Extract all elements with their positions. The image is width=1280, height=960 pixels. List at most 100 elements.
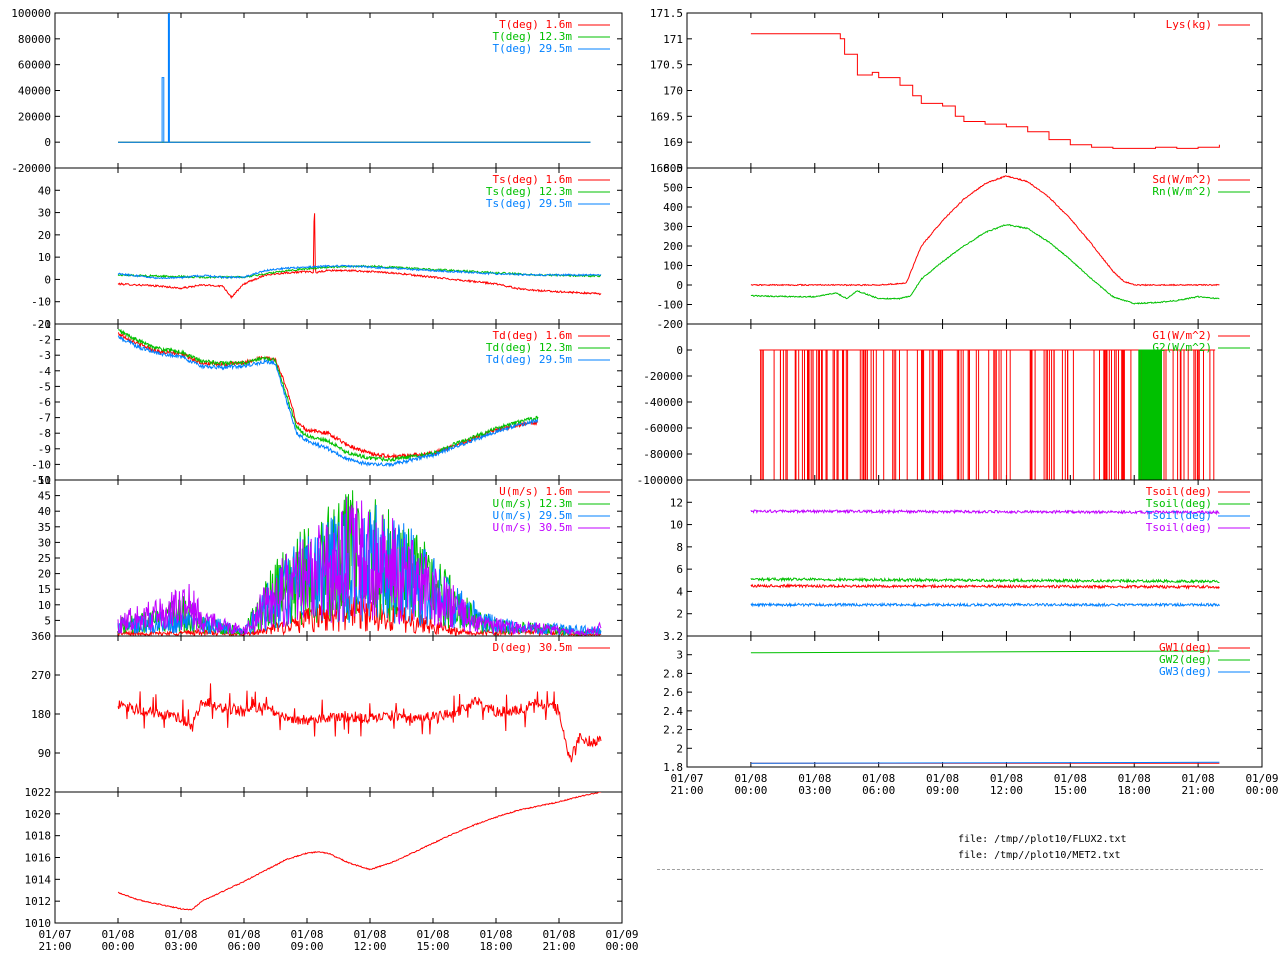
y-tick-label: 20 — [38, 568, 51, 581]
x-tick-time: 21:00 — [542, 940, 575, 953]
file-flux: file: /tmp//plot10/FLUX2.txt — [958, 834, 1127, 845]
file-met: file: /tmp//plot10/MET2.txt — [958, 850, 1121, 861]
series-line — [117, 328, 539, 463]
x-tick-time: 18:00 — [1118, 784, 1151, 797]
panel-lys: 168.5 169 169.5 170 170.5 171 171.5 Lys(kg) — [650, 7, 1263, 175]
y-tick-label: -5 — [38, 380, 51, 393]
y-tick-label: 12 — [670, 496, 683, 509]
series-line — [750, 223, 1220, 305]
x-tick-time: 06:00 — [862, 784, 895, 797]
series-line — [117, 264, 602, 280]
y-tick-label: -40000 — [643, 396, 683, 409]
file-list: file: /tmp//plot10/FLUX2.txt file: /tmp/… — [958, 832, 1127, 864]
y-tick-label: 1022 — [25, 786, 52, 799]
x-tick-date: 01/08 — [227, 928, 260, 941]
legend-label: Tsoil(deg) — [1146, 521, 1212, 534]
legend-label: Td(deg) 1.6m — [493, 329, 573, 342]
series-line — [117, 335, 539, 468]
y-tick-label: 2.6 — [663, 686, 683, 699]
legend-label: T(deg) 12.3m — [493, 30, 573, 43]
legend-label: G2(W/m^2) — [1152, 341, 1212, 354]
series-line — [1138, 350, 1162, 480]
y-tick-label: 100000 — [11, 7, 51, 20]
series-line — [750, 576, 1220, 584]
y-tick-label: -60000 — [643, 422, 683, 435]
x-tick-time: 15:00 — [416, 940, 449, 953]
series-line — [117, 213, 602, 300]
y-tick-label: 60000 — [18, 59, 51, 72]
y-tick-label: 4 — [676, 585, 683, 598]
series-line — [117, 497, 602, 636]
x-tick-date: 01/08 — [990, 772, 1023, 785]
legend-label: T(deg) 29.5m — [493, 42, 573, 55]
y-tick-label: 10 — [38, 251, 51, 264]
y-tick-label: 169.5 — [650, 110, 683, 123]
y-tick-label: 0 — [44, 136, 51, 149]
x-tick-date: 01/08 — [1118, 772, 1151, 785]
y-tick-label: -80000 — [643, 448, 683, 461]
series-line — [750, 175, 1220, 287]
x-tick-time: 15:00 — [1054, 784, 1087, 797]
y-tick-label: 20 — [38, 229, 51, 242]
y-tick-label: -1 — [38, 318, 51, 331]
plot-area — [118, 13, 591, 143]
x-tick-time: 03:00 — [164, 940, 197, 953]
y-tick-label: 171 — [663, 33, 683, 46]
y-tick-label: 25 — [38, 552, 51, 565]
y-tick-label: -10 — [31, 458, 51, 471]
series-line — [750, 33, 1220, 149]
x-tick-date: 01/07 — [670, 772, 703, 785]
panel-frame — [686, 12, 1263, 169]
x-tick-time: 03:00 — [798, 784, 831, 797]
series-line — [750, 583, 1220, 590]
y-tick-label: 40 — [38, 184, 51, 197]
y-tick-label: 270 — [31, 669, 51, 682]
y-tick-label: 90 — [38, 747, 51, 760]
x-tick-date: 01/08 — [479, 928, 512, 941]
legend-label: Rn(W/m^2) — [1152, 185, 1212, 198]
y-tick-label: 168.5 — [650, 162, 683, 175]
x-tick-date: 01/07 — [38, 928, 71, 941]
x-tick-time: 21:00 — [670, 784, 703, 797]
panel-tsoil: 24681012Tsoil(deg)Tsoil(deg)Tsoil(deg)Ts… — [670, 479, 1263, 637]
y-tick-label: 1020 — [25, 808, 52, 821]
y-tick-label: 30 — [38, 207, 51, 220]
y-tick-label: 3 — [676, 649, 683, 662]
series-line — [118, 13, 591, 143]
series-line — [750, 761, 1220, 764]
plot-area — [117, 683, 602, 763]
x-tick-date: 01/09 — [1245, 772, 1278, 785]
y-tick-label: -11 — [31, 474, 51, 487]
panel-p: 101010121014101610181020102201/0721:0001… — [25, 786, 639, 953]
y-tick-label: 1016 — [25, 852, 52, 865]
legend-label: Tsoil(deg) — [1146, 509, 1212, 522]
panel-g: -100000 -80000 -60000 -40000 -20000 0 G1(W/m^2… — [637, 323, 1263, 487]
plot-area — [750, 33, 1220, 149]
y-tick-label: 2.8 — [663, 667, 683, 680]
x-tick-time: 12:00 — [353, 940, 386, 953]
y-tick-label: 2.2 — [663, 724, 683, 737]
y-tick-label: 100 — [663, 260, 683, 273]
panel-gw: 1.822.22.42.62.833.201/0721:0001/0800:00… — [663, 630, 1278, 797]
x-tick-date: 01/08 — [290, 928, 323, 941]
panel-d: 90 180 270 360 D(deg) 30.5m — [31, 630, 623, 793]
plot-area — [117, 490, 602, 636]
y-tick-label: 50 — [38, 474, 51, 487]
divider-line — [657, 869, 1263, 870]
panel-u: 5 10 15 20 25 30 35 40 45 50 U(m/s) 1.6mU(m/s) 12.… — [38, 474, 623, 637]
y-tick-label: 400 — [663, 201, 683, 214]
y-tick-label: -4 — [38, 365, 52, 378]
y-tick-label: 500 — [663, 182, 683, 195]
legend-label: U(m/s) 1.6m — [499, 485, 572, 498]
legend-label: Sd(W/m^2) — [1152, 173, 1212, 186]
series-line — [117, 683, 602, 763]
y-tick-label: 600 — [663, 162, 683, 175]
y-tick-label: -20000 — [643, 370, 683, 383]
y-tick-label: 40000 — [18, 85, 51, 98]
y-tick-label: 30 — [38, 536, 51, 549]
y-tick-label: 8 — [676, 541, 683, 554]
panel-rad: -200 -100 0 100 200 300 400 500 600 Sd(W/m^2)Rn(W… — [657, 162, 1263, 331]
x-tick-date: 01/08 — [1054, 772, 1087, 785]
y-tick-label: 1010 — [25, 917, 52, 930]
x-tick-date: 01/09 — [605, 928, 638, 941]
